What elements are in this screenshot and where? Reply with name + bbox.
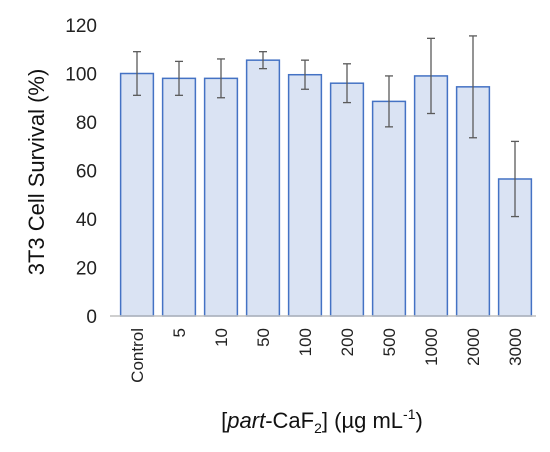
y-tick-label: 80 bbox=[76, 113, 97, 134]
bar bbox=[245, 59, 281, 317]
x-tick-label: 50 bbox=[254, 328, 273, 347]
y-tick-label: 40 bbox=[76, 210, 97, 231]
x-axis-title: [part-CaF2] (µg mL-1) bbox=[221, 406, 423, 436]
x-title-italic: part bbox=[226, 408, 266, 433]
error-bar bbox=[175, 60, 183, 96]
x-title-superscript: -1 bbox=[403, 406, 416, 422]
y-tick-label: 0 bbox=[86, 307, 97, 328]
bar bbox=[119, 72, 155, 317]
bar bbox=[287, 73, 323, 317]
x-tick-label: 3000 bbox=[506, 328, 525, 366]
x-title-open: [ bbox=[221, 408, 227, 433]
y-tick-label: 120 bbox=[65, 16, 97, 37]
y-axis-title: 3T3 Cell Survival (%) bbox=[24, 69, 49, 276]
x-title-end: ) bbox=[416, 408, 423, 433]
y-tick-label: 100 bbox=[65, 65, 97, 86]
bars-group bbox=[119, 59, 533, 317]
bar bbox=[203, 77, 239, 317]
y-tick-label: 20 bbox=[76, 259, 97, 280]
x-tick-label: Control bbox=[128, 328, 147, 383]
x-tick-label: 500 bbox=[380, 328, 399, 356]
x-tick-label: 5 bbox=[170, 328, 189, 337]
error-bar bbox=[343, 63, 351, 104]
bar bbox=[371, 100, 407, 317]
x-tick-label: 200 bbox=[338, 328, 357, 356]
error-bar bbox=[301, 59, 309, 90]
bar bbox=[161, 77, 197, 317]
error-bar bbox=[385, 75, 393, 128]
error-bar bbox=[133, 51, 141, 96]
bar bbox=[413, 75, 449, 317]
error-bar bbox=[511, 140, 519, 218]
error-bars-group bbox=[133, 35, 519, 218]
error-bar bbox=[427, 37, 435, 115]
x-axis-ticks: Control 5 10 50 100 200 500 1000 2000 3000 bbox=[128, 328, 525, 383]
x-tick-label: 1000 bbox=[422, 328, 441, 366]
error-bar bbox=[469, 35, 477, 139]
x-tick-label: 2000 bbox=[464, 328, 483, 366]
x-title-subscript: 2 bbox=[314, 420, 322, 436]
error-bar bbox=[259, 51, 267, 70]
bar bbox=[329, 82, 365, 317]
error-bar bbox=[217, 58, 225, 99]
x-title-main: -CaF bbox=[265, 408, 314, 433]
y-tick-label: 60 bbox=[76, 162, 97, 183]
x-tick-label: 10 bbox=[212, 328, 231, 347]
y-axis-ticks: 0 20 40 60 80 100 120 bbox=[65, 16, 97, 328]
x-tick-label: 100 bbox=[296, 328, 315, 356]
x-title-close: ] (µg mL bbox=[322, 408, 403, 433]
